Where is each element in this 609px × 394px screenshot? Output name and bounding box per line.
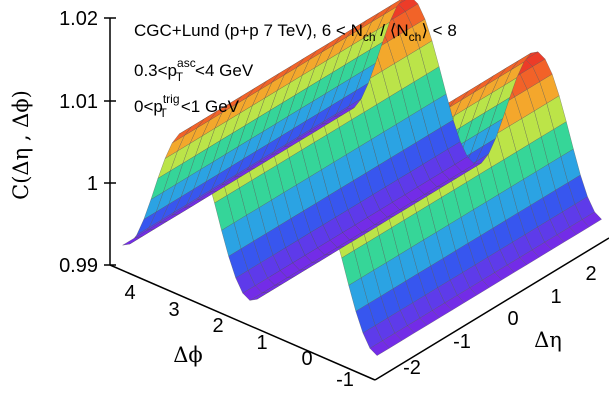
z-tick-label: 0.99 bbox=[59, 255, 98, 277]
x-tick-label: 3 bbox=[168, 299, 179, 321]
y-axis-line bbox=[374, 237, 609, 381]
legend-line-1: CGC+Lund (p+p 7 TeV), 6 < Nch / ⟨Nch⟩ < … bbox=[134, 21, 457, 44]
z-tick-label: 1.01 bbox=[59, 91, 98, 113]
y-tick-label: -1 bbox=[453, 331, 471, 353]
y-tick-label: 1 bbox=[550, 286, 561, 308]
y-axis-label: Δη bbox=[534, 328, 562, 352]
z-tick-label: 1 bbox=[87, 173, 98, 195]
z-tick-marks bbox=[104, 17, 116, 266]
surface-cell bbox=[122, 236, 143, 246]
x-tick-label: 0 bbox=[301, 348, 312, 370]
x-tick-label: 1 bbox=[256, 332, 267, 354]
x-tick-label: 4 bbox=[124, 282, 135, 304]
legend-line-3: 0<ptrig T <1 GeV bbox=[134, 92, 240, 120]
surface-cell bbox=[398, 0, 419, 12]
y-tick-label: -2 bbox=[403, 357, 421, 379]
legend-line-2: 0.3<pasc T <4 GeV bbox=[134, 56, 254, 84]
x-axis-label: Δϕ bbox=[173, 343, 202, 367]
surface-mesh bbox=[122, 0, 602, 356]
z-axis-label: C(Δη , Δϕ) bbox=[9, 90, 33, 200]
z-tick-label: 1.02 bbox=[59, 8, 98, 30]
y-tick-label: 0 bbox=[507, 308, 518, 330]
x-tick-label: -1 bbox=[336, 369, 354, 391]
surface-cell bbox=[334, 107, 355, 117]
y-tick-label: 2 bbox=[585, 263, 596, 285]
x-tick-label: 2 bbox=[212, 315, 223, 337]
x-axis-line bbox=[109, 264, 376, 381]
